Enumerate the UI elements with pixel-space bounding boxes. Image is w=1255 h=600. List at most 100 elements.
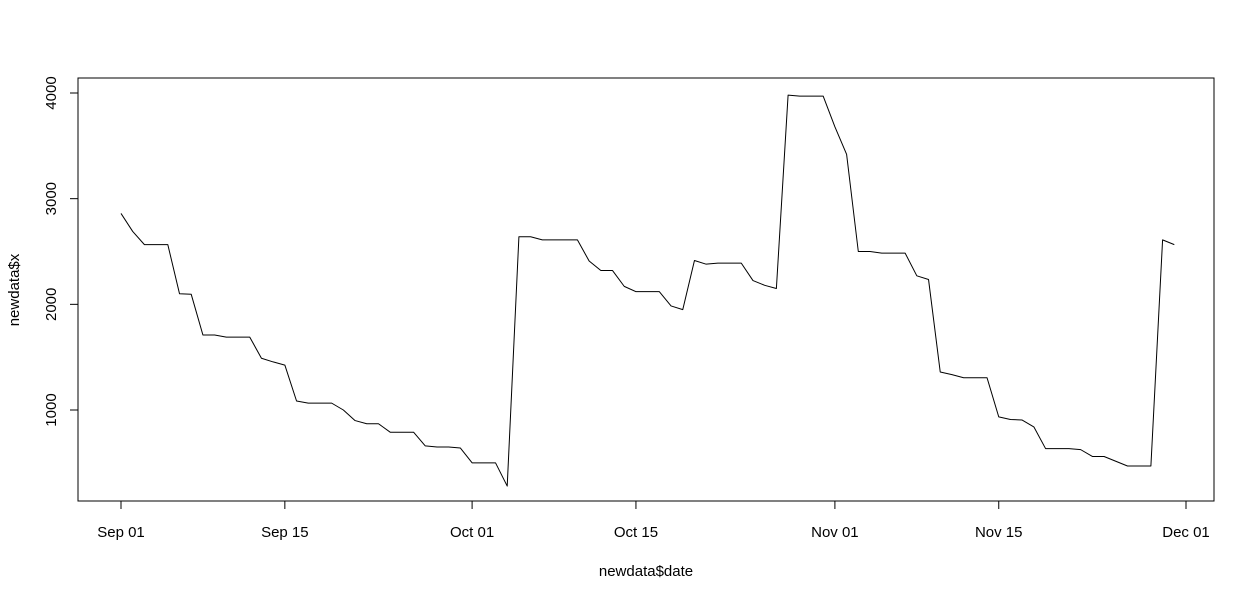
- data-point: [425, 445, 426, 446]
- data-point: [729, 263, 730, 264]
- data-point: [296, 400, 297, 401]
- data-point: [331, 403, 332, 404]
- data-point: [764, 285, 765, 286]
- data-point: [542, 239, 543, 240]
- data-point: [670, 305, 671, 306]
- data-point: [589, 260, 590, 261]
- data-point: [1150, 465, 1151, 466]
- y-tick-label: 3000: [43, 182, 60, 215]
- data-point: [237, 336, 238, 337]
- data-point: [343, 409, 344, 410]
- data-point: [940, 371, 941, 372]
- x-tick-label: Dec 01: [1162, 524, 1210, 541]
- data-point: [448, 446, 449, 447]
- data-point: [1127, 465, 1128, 466]
- data-point: [916, 275, 917, 276]
- data-point: [928, 279, 929, 280]
- data-point: [1174, 244, 1175, 245]
- data-point: [975, 377, 976, 378]
- y-axis-title: newdata$x: [6, 253, 23, 326]
- data-point: [472, 462, 473, 463]
- data-point: [905, 252, 906, 253]
- data-point: [1033, 426, 1034, 427]
- data-point: [951, 374, 952, 375]
- data-point: [308, 403, 309, 404]
- data-point: [1103, 456, 1104, 457]
- x-tick-label: Nov 15: [975, 524, 1023, 541]
- data-point: [413, 432, 414, 433]
- data-point: [858, 251, 859, 252]
- data-point: [565, 239, 566, 240]
- data-point: [1092, 456, 1093, 457]
- x-axis: Sep 01 Sep 15 Oct 01 Oct 15 Nov 01 Nov 15 Dec …: [97, 500, 1210, 541]
- series-layer: [120, 94, 1175, 487]
- data-point: [120, 213, 121, 214]
- data-point: [869, 251, 870, 252]
- data-point: [1162, 239, 1163, 240]
- x-tick-label: Sep 01: [97, 524, 145, 541]
- data-point: [460, 447, 461, 448]
- series-line: [120, 94, 1175, 487]
- data-point: [799, 96, 800, 97]
- data-point: [191, 294, 192, 295]
- data-point: [214, 334, 215, 335]
- data-point: [1010, 419, 1011, 420]
- data-point: [881, 252, 882, 253]
- x-tick-label: Oct 15: [614, 524, 658, 541]
- data-point: [495, 462, 496, 463]
- x-tick-label: Nov 01: [811, 524, 859, 541]
- data-point: [600, 270, 601, 271]
- y-axis: 1000 2000 3000 4000: [43, 76, 79, 427]
- data-point: [202, 334, 203, 335]
- data-point: [273, 361, 274, 362]
- data-point: [179, 293, 180, 294]
- x-tick-label: Sep 15: [261, 524, 309, 541]
- data-point: [1068, 448, 1069, 449]
- data-point: [1057, 448, 1058, 449]
- x-tick-label: Oct 01: [450, 524, 494, 541]
- y-tick-label: 1000: [43, 393, 60, 426]
- plot-frame: [77, 77, 1215, 502]
- data-point: [1139, 465, 1140, 466]
- data-point: [1045, 448, 1046, 449]
- data-point: [963, 377, 964, 378]
- data-point: [647, 291, 648, 292]
- data-point: [682, 309, 683, 310]
- data-point: [823, 96, 824, 97]
- data-point: [553, 239, 554, 240]
- data-point: [706, 264, 707, 265]
- data-point: [144, 244, 145, 245]
- data-point: [436, 446, 437, 447]
- data-point: [694, 260, 695, 261]
- data-point: [612, 270, 613, 271]
- data-point: [1022, 419, 1023, 420]
- data-point: [1115, 461, 1116, 462]
- data-point: [986, 377, 987, 378]
- data-point: [366, 423, 367, 424]
- data-point: [507, 485, 508, 486]
- data-point: [156, 244, 157, 245]
- x-axis-title: newdata$date: [599, 563, 693, 580]
- data-point: [752, 280, 753, 281]
- data-point: [530, 236, 531, 237]
- data-point: [998, 416, 999, 417]
- y-tick-label: 4000: [43, 76, 60, 109]
- data-point: [893, 252, 894, 253]
- data-point: [577, 239, 578, 240]
- data-point: [624, 286, 625, 287]
- data-point: [834, 126, 835, 127]
- data-point: [776, 288, 777, 289]
- data-point: [284, 364, 285, 365]
- data-point: [249, 336, 250, 337]
- data-point: [1080, 449, 1081, 450]
- data-point: [811, 96, 812, 97]
- data-point: [635, 291, 636, 292]
- data-point: [378, 423, 379, 424]
- data-point: [354, 420, 355, 421]
- data-point: [167, 244, 168, 245]
- data-point: [483, 462, 484, 463]
- data-point: [261, 358, 262, 359]
- data-point: [741, 263, 742, 264]
- y-tick-label: 2000: [43, 288, 60, 321]
- data-point: [659, 291, 660, 292]
